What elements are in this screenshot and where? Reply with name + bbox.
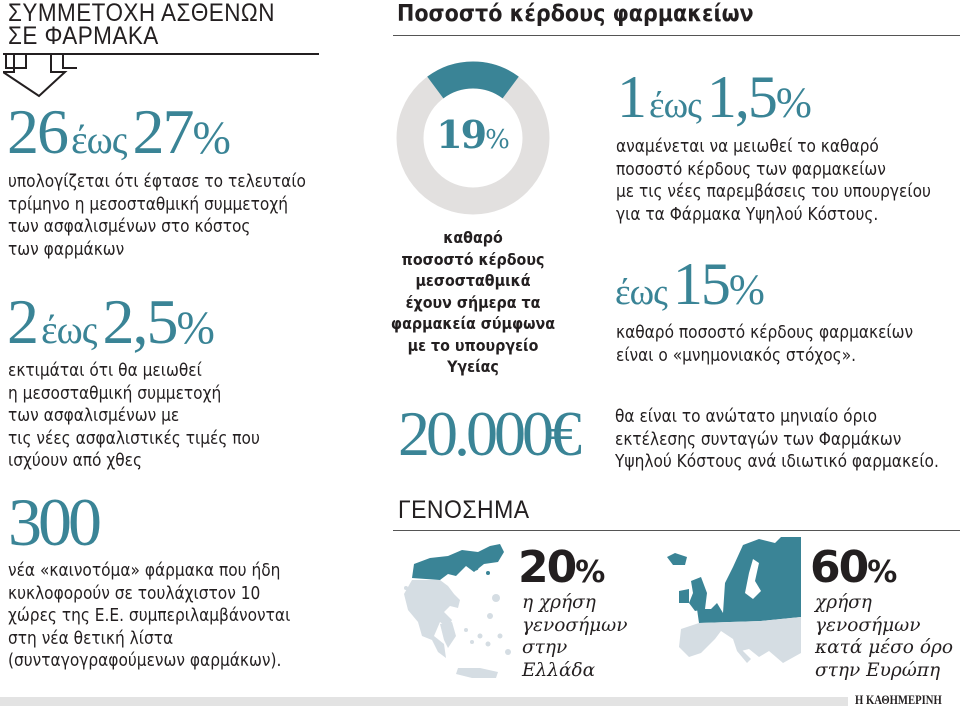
stat-1-1-5-description: αναμένεται να μειωθεί το καθαρό ποσοστό … [616,136,931,226]
left-section-title: ΣΥΜΜΕΤΟΧΗ ΑΣΘΕΝΩΝ ΣΕ ΦΑΡΜΑΚΑ [8,0,305,50]
desc-line: καθαρό ποσοστό κέρδους φαρμακείων [616,323,914,343]
desc-line: των ασφαλισμένων με [8,406,180,426]
value-unit: % [575,555,606,590]
desc-line: (συνταγογραφούμενων φαρμάκων). [8,651,282,671]
donut-caption: καθαρό ποσοστό κέρδους μεσοσταθμικά έχου… [373,228,573,379]
desc-line: θα είναι το ανώτατο μηνιαίο όριο [615,407,878,427]
footer-bar [0,697,848,706]
caption-line: στην Ευρώπη [815,659,941,681]
stat-unit: € [550,398,582,469]
desc-line: των ασφαλισμένων στο κόστος [8,217,251,237]
donut-value: 19% [393,112,553,157]
desc-line: για τα Φάρμακα Υψηλού Κόστους. [616,204,879,225]
stat-up-to-15: έως 15% [615,254,765,323]
caption-line: Ελλάδα [522,659,596,681]
stat-unit: % [192,112,231,163]
stat-value: 20.000 [398,398,554,469]
caption-line: Υγείας [447,358,499,376]
generics-title: ΓΕΝΟΣΗΜΑ [398,496,530,524]
desc-line: είναι ο «μνημονιακός στόχος». [616,345,857,366]
stat-unit: % [728,267,765,314]
stat-1-1-5: 1 έως 1,5% [617,67,812,136]
stat-unit: % [176,302,215,353]
donut-unit: % [485,125,510,155]
caption-line: κατά μέσο όρο [815,637,953,658]
desc-line: ποσοστό κέρδους των φαρμακείων [616,159,886,180]
arrow-down-icon [3,55,77,98]
desc-line: κυκλοφορούν σε τουλάχιστον 10 [8,583,261,604]
stat-26-27: 26 έως27% [7,100,231,172]
desc-line: με τις νέες παρεμβάσεις του υπουργείου [616,182,931,202]
desc-line: των φαρμάκων [8,239,125,260]
europe-map-icon [667,537,801,663]
desc-line: τις νέες ασφαλιστικές τιμές που [8,428,260,449]
caption-line: γενοσήμων [522,614,628,636]
europe-generics-value: 60% [810,546,897,595]
donut-number: 19 [436,112,487,157]
caption-line: φαρμακεία σύμφωνα [390,315,556,333]
greece-generics-caption: η χρήση γενοσήμων στην Ελλάδα [522,592,627,682]
stat-to: 27 [132,96,194,167]
stat-20000-description: θα είναι το ανώτατο μηνιαίο όριο εκτέλεσ… [615,406,939,474]
stat-word: έως [41,308,97,352]
generics-divider [393,530,960,531]
stat-from: 26 [7,96,69,167]
stat-2-2-5-description: εκτιμάται ότι θα μειωθεί η μεσοσταθμική … [8,360,260,473]
stat-from: 1 [617,64,647,130]
left-divider [3,53,319,55]
stat-to: 2,5 [102,286,178,357]
stat-value: 300 [8,484,102,560]
greece-generics-value: 20% [518,546,605,595]
desc-line: εκτιμάται ότι θα μειωθεί [8,361,202,381]
stat-unit: % [775,80,812,127]
caption-line: με το υπουργείο [407,336,539,355]
stat-300: 300 [8,488,102,556]
greece-map-icon [404,544,511,678]
desc-line: η μεσοσταθμική συμμετοχή [8,383,222,404]
stat-to: 1,5 [706,64,778,130]
caption-line: ποσοστό κέρδους [401,250,545,269]
left-title-line-2: ΣΕ ΦΑΡΜΑΚΑ [8,22,159,50]
desc-line: Υψηλού Κόστους ανά ιδιωτικό φαρμακείο. [615,452,939,472]
stat-from: 2 [7,286,39,357]
caption-line: χρήση [815,592,872,613]
right-divider [393,35,960,36]
value-number: 20 [518,542,577,593]
desc-line: αναμένεται να μειωθεί το καθαρό [616,137,879,157]
desc-line: νέα «καινοτόμα» φάρμακα που ήδη [8,561,281,581]
stat-300-description: νέα «καινοτόμα» φάρμακα που ήδη κυκλοφορ… [8,560,290,673]
stat-word: έως [649,85,702,126]
desc-line: υπολογίζεται ότι έφτασε το τελευταίο [8,172,306,192]
desc-line: χώρες της Ε.Ε. συμπεριλαμβάνονται [8,606,291,626]
stat-word: έως [615,272,668,313]
stat-to: 15 [672,251,731,317]
left-title-line-1: ΣΥΜΜΕΤΟΧΗ ΑΣΘΕΝΩΝ [8,0,275,27]
value-unit: % [867,555,898,590]
stat-20000-euro: 20.000€ [398,402,582,466]
caption-line: μεσοσταθμικά [415,272,531,290]
right-section-title: Ποσοστό κέρδους φαρμακείων [397,1,754,27]
caption-line: γενοσήμων [815,614,921,636]
caption-line: στην [522,637,568,658]
stat-word: έως [71,118,127,162]
stat-2-2-5: 2 έως2,5% [7,290,215,362]
desc-line: τρίμηνο η μεσοσταθμική συμμετοχή [8,194,288,215]
europe-generics-caption: χρήση γενοσήμων κατά μέσο όρο στην Ευρώπ… [815,592,953,682]
desc-line: εκτέλεσης συνταγών των Φαρμάκων [615,429,902,450]
publisher-logo: Η ΚΑΘΗΜΕΡΙΝΗ [855,692,942,706]
caption-line: έχουν σήμερα τα [405,293,541,312]
stat-up-to-15-description: καθαρό ποσοστό κέρδους φαρμακείων είναι … [616,322,913,367]
desc-line: στη νέα θετική λίστα [8,628,174,649]
desc-line: ισχύουν από χθες [8,451,143,471]
caption-line: η χρήση [522,592,596,613]
stat-26-27-description: υπολογίζεται ότι έφτασε το τελευταίο τρί… [8,171,306,261]
value-number: 60 [810,542,869,593]
profit-donut-chart [396,61,550,215]
caption-line: καθαρό [443,229,503,247]
